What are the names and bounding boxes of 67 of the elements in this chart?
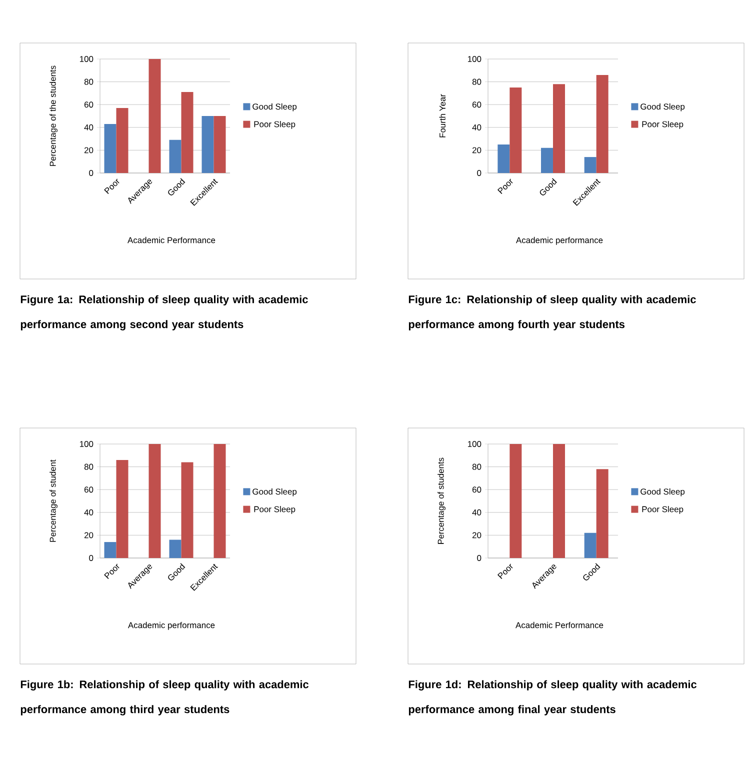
chart-title: Figure 1b: Relationship of sleep quality with academic performance among third year students	[20, 680, 309, 716]
legend-label: Poor Sleep	[642, 120, 684, 129]
y-tick-label: 40	[472, 124, 482, 130]
y-tick-label: 60	[84, 486, 94, 493]
bar	[584, 532, 596, 558]
y-tick-label: 80	[84, 464, 94, 470]
y-tick-label: 100	[468, 441, 482, 447]
x-axis-title: Academic performance	[128, 622, 215, 630]
y-tick-label: 60	[472, 102, 482, 108]
y-axis-title: Percentage of students	[438, 458, 446, 544]
y-tick-label: 100	[80, 441, 94, 447]
y-axis-title: Fourth Year	[439, 94, 446, 138]
x-axis-title: Academic performance	[516, 236, 603, 245]
bar	[214, 116, 226, 173]
y-tick-label: 20	[472, 532, 482, 538]
y-tick-label: 60	[84, 102, 94, 108]
chart-title: Figure 1a: Relationship of sleep quality with academic performance among second year students	[20, 295, 308, 330]
legend-label: Good Sleep	[252, 103, 297, 112]
bar	[541, 148, 554, 173]
y-tick-label: 100	[80, 56, 94, 62]
y-tick-label: 0	[477, 555, 482, 561]
bar	[104, 124, 116, 173]
y-tick-label: 80	[472, 464, 482, 470]
y-tick-label: 80	[84, 78, 94, 85]
y-tick-label: 40	[84, 124, 94, 130]
y-axis-title: Percentage of the students	[50, 66, 58, 166]
y-tick-label: 40	[472, 509, 482, 516]
y-tick-label: 80	[472, 78, 482, 85]
legend-label: Good Sleep	[640, 488, 685, 496]
bar	[584, 157, 596, 173]
y-tick-label: 20	[84, 147, 94, 154]
legend-label: Poor Sleep	[642, 506, 684, 514]
y-tick-label: 20	[84, 532, 94, 538]
bar	[181, 462, 194, 558]
bar	[596, 74, 608, 173]
x-axis-title: Academic Performance	[128, 236, 216, 244]
bar	[148, 444, 161, 558]
chart-title: Figure 1c: Relationship of sleep quality with academic performance among fourth year students	[408, 295, 696, 330]
bar	[553, 84, 566, 173]
x-axis-title: Academic Performance	[516, 622, 604, 628]
bar	[169, 540, 182, 558]
bar	[498, 144, 510, 173]
y-tick-label: 40	[84, 509, 94, 516]
bar	[510, 444, 522, 558]
bar	[169, 140, 182, 173]
legend-label: Good Sleep	[252, 488, 297, 496]
legend-label: Poor Sleep	[254, 120, 296, 129]
y-tick-label: 60	[472, 486, 482, 493]
y-axis-title: Percentage of student	[50, 460, 58, 542]
bar	[202, 116, 214, 173]
bar	[116, 108, 128, 173]
legend-label: Good Sleep	[640, 103, 685, 112]
bar	[116, 460, 128, 558]
legend-label: Poor Sleep	[254, 506, 296, 514]
bar	[214, 444, 226, 558]
chart-title: Figure 1d: Relationship of sleep quality with academic performance among final year students	[408, 680, 697, 716]
y-tick-label: 0	[477, 170, 482, 176]
bar	[510, 87, 522, 173]
bar	[596, 469, 608, 558]
bar	[104, 542, 116, 558]
y-tick-label: 0	[89, 170, 94, 176]
y-tick-label: 20	[472, 147, 482, 154]
bar	[181, 92, 194, 173]
y-tick-label: 100	[468, 56, 482, 62]
bar	[553, 444, 566, 558]
y-tick-label: 0	[89, 555, 94, 561]
bar	[148, 58, 161, 173]
